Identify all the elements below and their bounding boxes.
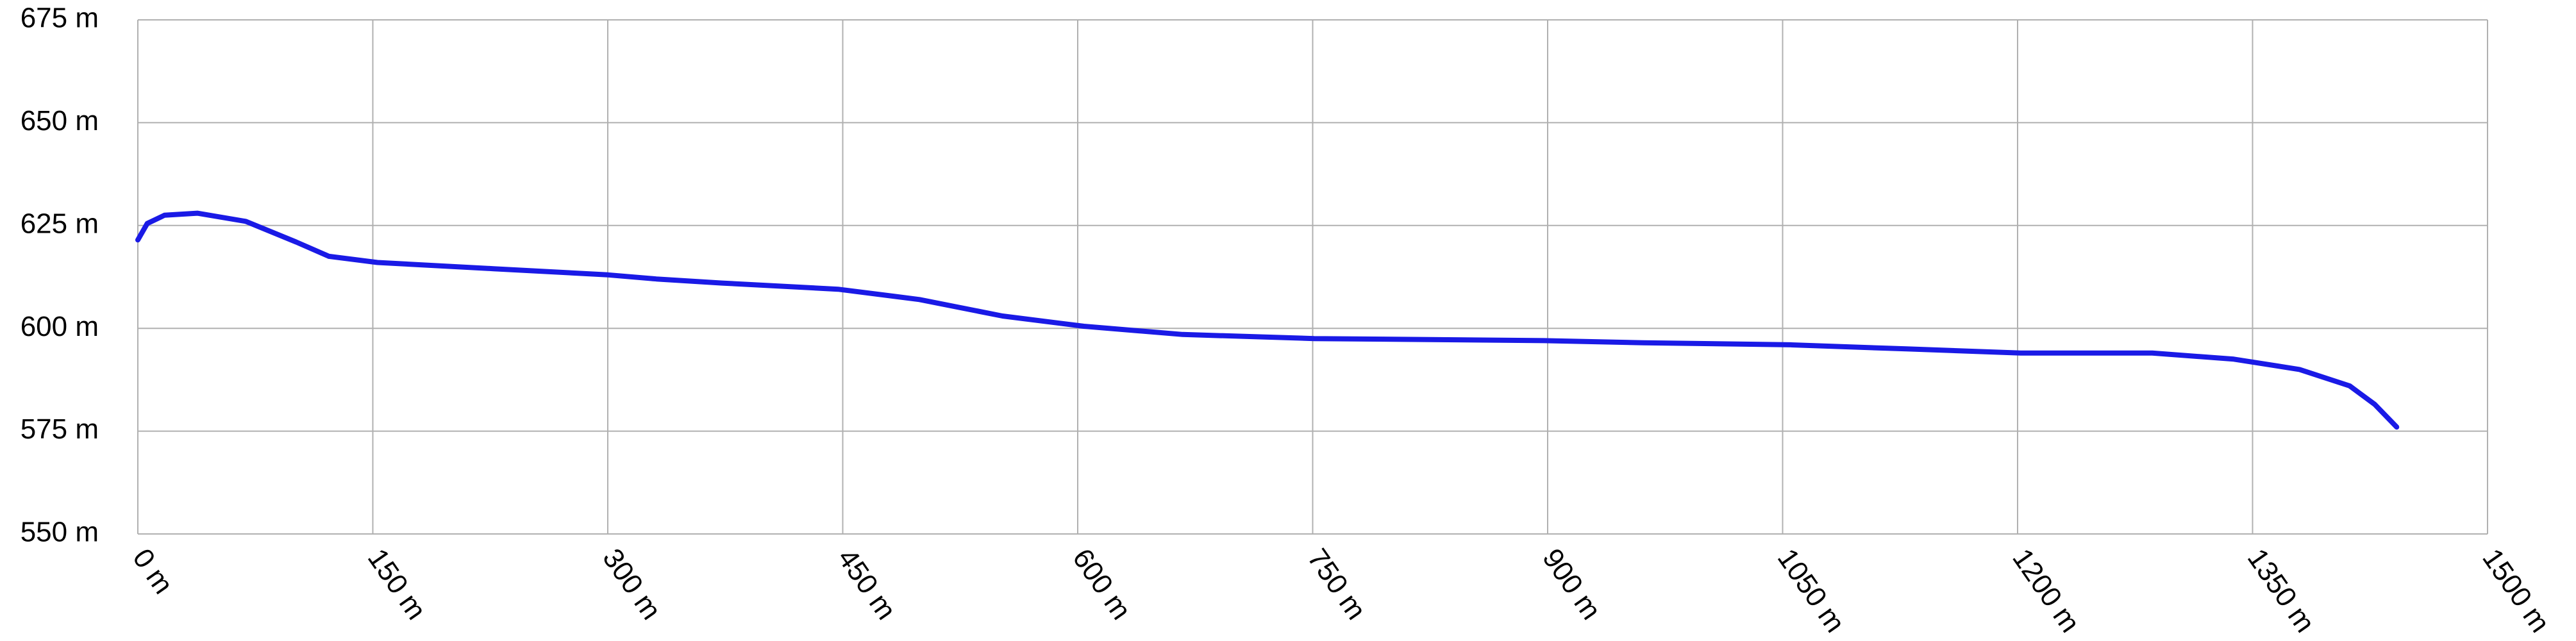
x-tick-label: 0 m [126,543,179,599]
x-tick-label: 1050 m [1771,543,1851,638]
y-tick-label: 600 m [21,311,99,342]
y-tick-label: 575 m [21,413,99,445]
x-tick-label: 300 m [596,543,667,625]
y-tick-label: 625 m [21,208,99,239]
x-tick-label: 1350 m [2241,543,2321,638]
x-tick-label: 900 m [1536,543,1607,625]
x-tick-label: 600 m [1066,543,1137,625]
y-tick-label: 650 m [21,105,99,137]
x-tick-label: 450 m [832,543,902,625]
x-tick-label: 150 m [362,543,432,625]
profile-line [135,210,2400,430]
y-tick-label: 550 m [21,517,99,548]
x-tick-label: 750 m [1301,543,1372,625]
y-tick-label: 675 m [21,3,99,34]
x-tick-label: 1500 m [2476,543,2555,638]
x-tick-label: 1200 m [2006,543,2086,638]
